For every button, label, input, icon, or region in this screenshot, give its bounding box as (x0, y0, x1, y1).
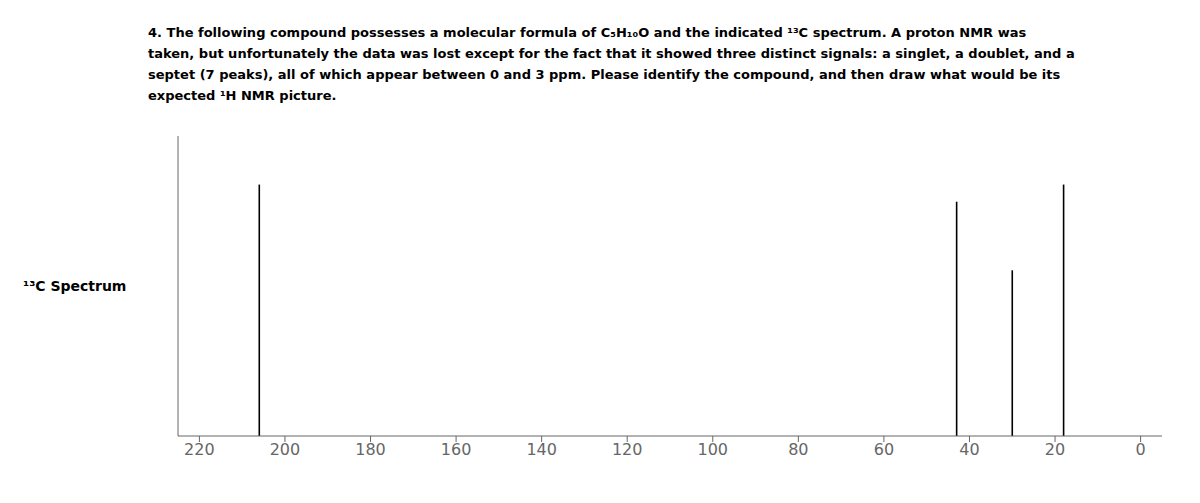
svg-text:100: 100 (698, 440, 729, 459)
svg-text:0: 0 (1136, 440, 1146, 459)
svg-text:160: 160 (441, 440, 472, 459)
svg-text:80: 80 (788, 440, 808, 459)
svg-text:40: 40 (959, 440, 979, 459)
svg-text:180: 180 (355, 440, 386, 459)
svg-text:120: 120 (612, 440, 643, 459)
html-text:taken, but unfortunately the d: taken, but unfortunately the data was lo… (148, 46, 1075, 61)
html-text:expected ¹H NMR picture.: expected ¹H NMR picture. (148, 88, 337, 103)
svg-text:¹³C Spectrum: ¹³C Spectrum (23, 278, 126, 294)
svg-text:20: 20 (1045, 440, 1065, 459)
svg-text:200: 200 (270, 440, 301, 459)
svg-text:60: 60 (874, 440, 894, 459)
svg-text:220: 220 (184, 440, 215, 459)
html-text:4. The following compound poss: 4. The following compound possesses a mo… (148, 25, 1027, 40)
svg-text:140: 140 (526, 440, 557, 459)
html-text:septet (7 peaks), all of which: septet (7 peaks), all of which appear be… (148, 67, 1061, 82)
